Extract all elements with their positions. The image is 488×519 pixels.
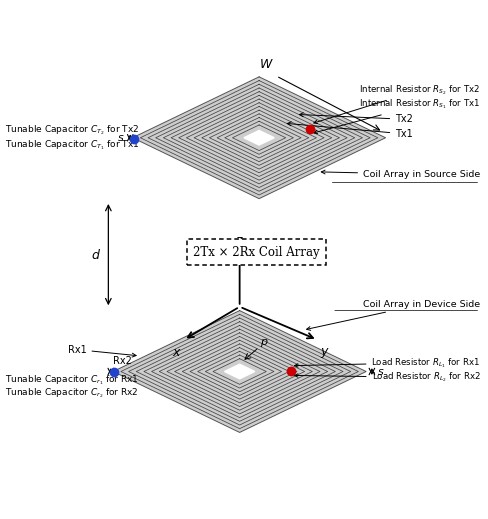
- Text: Tunable Capacitor $C_{T_1}$ for Tx1: Tunable Capacitor $C_{T_1}$ for Tx1: [5, 138, 140, 152]
- Text: $y$: $y$: [319, 346, 329, 360]
- Text: Coil Array in Source Side: Coil Array in Source Side: [0, 518, 1, 519]
- Text: Internal Resistor $R_{S_2}$ for Tx2: Internal Resistor $R_{S_2}$ for Tx2: [313, 83, 479, 124]
- Text: Tunable Capacitor $C_{r_1}$ for Rx1: Tunable Capacitor $C_{r_1}$ for Rx1: [5, 374, 139, 387]
- Text: Coil Array in Device Side: Coil Array in Device Side: [306, 300, 479, 330]
- Text: $p$: $p$: [260, 337, 268, 349]
- Text: $s$: $s$: [376, 366, 384, 376]
- Text: Tx2: Tx2: [299, 113, 412, 124]
- Text: Coil Array in Source Side: Coil Array in Source Side: [321, 170, 479, 179]
- Text: $z$: $z$: [235, 234, 244, 248]
- Text: Load Resistor $R_{L_1}$ for Rx1: Load Resistor $R_{L_1}$ for Rx1: [294, 356, 479, 370]
- Text: Rx1: Rx1: [68, 345, 136, 357]
- Text: $d$: $d$: [91, 248, 101, 262]
- Text: $s$: $s$: [117, 133, 124, 143]
- Text: 2Tx × 2Rx Coil Array: 2Tx × 2Rx Coil Array: [193, 245, 319, 258]
- Text: Rx2: Rx2: [113, 356, 132, 366]
- Text: Tunable Capacitor $C_{T_2}$ for Tx2: Tunable Capacitor $C_{T_2}$ for Tx2: [5, 124, 139, 137]
- Text: Tx1: Tx1: [286, 122, 412, 139]
- Polygon shape: [244, 130, 274, 145]
- Text: $W$: $W$: [259, 58, 273, 71]
- Text: $x$: $x$: [171, 346, 181, 359]
- FancyBboxPatch shape: [187, 239, 325, 265]
- Polygon shape: [132, 77, 385, 199]
- Polygon shape: [224, 364, 254, 379]
- Text: Tunable Capacitor $C_{r_2}$ for Rx2: Tunable Capacitor $C_{r_2}$ for Rx2: [5, 387, 139, 400]
- Polygon shape: [113, 311, 366, 432]
- Text: Internal Resistor $R_{S_1}$ for Tx1: Internal Resistor $R_{S_1}$ for Tx1: [313, 98, 479, 133]
- Text: Load Resistor $R_{L_2}$ for Rx2: Load Resistor $R_{L_2}$ for Rx2: [294, 371, 479, 384]
